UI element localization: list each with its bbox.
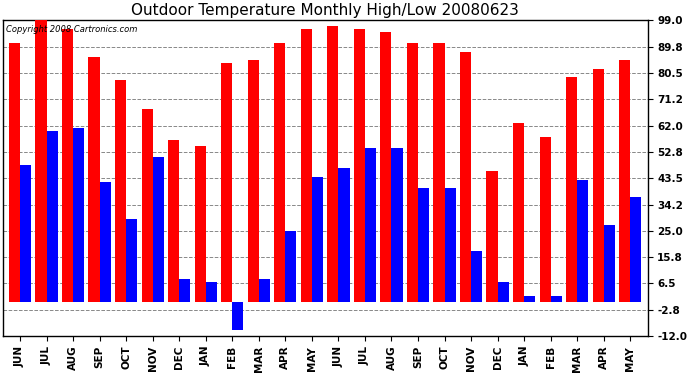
Bar	[444, 188, 455, 302]
Bar	[513, 123, 524, 302]
Bar	[619, 60, 630, 302]
Bar	[195, 146, 206, 302]
Bar	[630, 197, 642, 302]
Bar	[551, 296, 562, 302]
Bar	[274, 43, 286, 302]
Bar	[286, 231, 297, 302]
Bar	[578, 180, 589, 302]
Title: Outdoor Temperature Monthly High/Low 20080623: Outdoor Temperature Monthly High/Low 200…	[131, 3, 519, 18]
Bar	[152, 157, 164, 302]
Bar	[46, 131, 58, 302]
Bar	[407, 43, 418, 302]
Bar	[9, 43, 20, 302]
Bar	[566, 77, 578, 302]
Bar	[460, 52, 471, 302]
Bar	[126, 219, 137, 302]
Bar	[380, 32, 391, 302]
Bar	[233, 302, 244, 330]
Bar	[471, 251, 482, 302]
Bar	[354, 29, 365, 302]
Bar	[73, 129, 84, 302]
Bar	[497, 282, 509, 302]
Bar	[206, 282, 217, 302]
Bar	[259, 279, 270, 302]
Bar	[433, 43, 444, 302]
Text: Copyright 2008 Cartronics.com: Copyright 2008 Cartronics.com	[6, 25, 137, 34]
Bar	[35, 20, 46, 302]
Bar	[221, 63, 233, 302]
Bar	[115, 80, 126, 302]
Bar	[168, 140, 179, 302]
Bar	[141, 108, 152, 302]
Bar	[418, 188, 429, 302]
Bar	[312, 177, 323, 302]
Bar	[248, 60, 259, 302]
Bar	[486, 171, 497, 302]
Bar	[524, 296, 535, 302]
Bar	[391, 148, 402, 302]
Bar	[88, 57, 99, 302]
Bar	[338, 168, 350, 302]
Bar	[327, 26, 338, 302]
Bar	[593, 69, 604, 302]
Bar	[62, 29, 73, 302]
Bar	[365, 148, 376, 302]
Bar	[301, 29, 312, 302]
Bar	[179, 279, 190, 302]
Bar	[20, 165, 31, 302]
Bar	[99, 183, 111, 302]
Bar	[604, 225, 615, 302]
Bar	[540, 137, 551, 302]
